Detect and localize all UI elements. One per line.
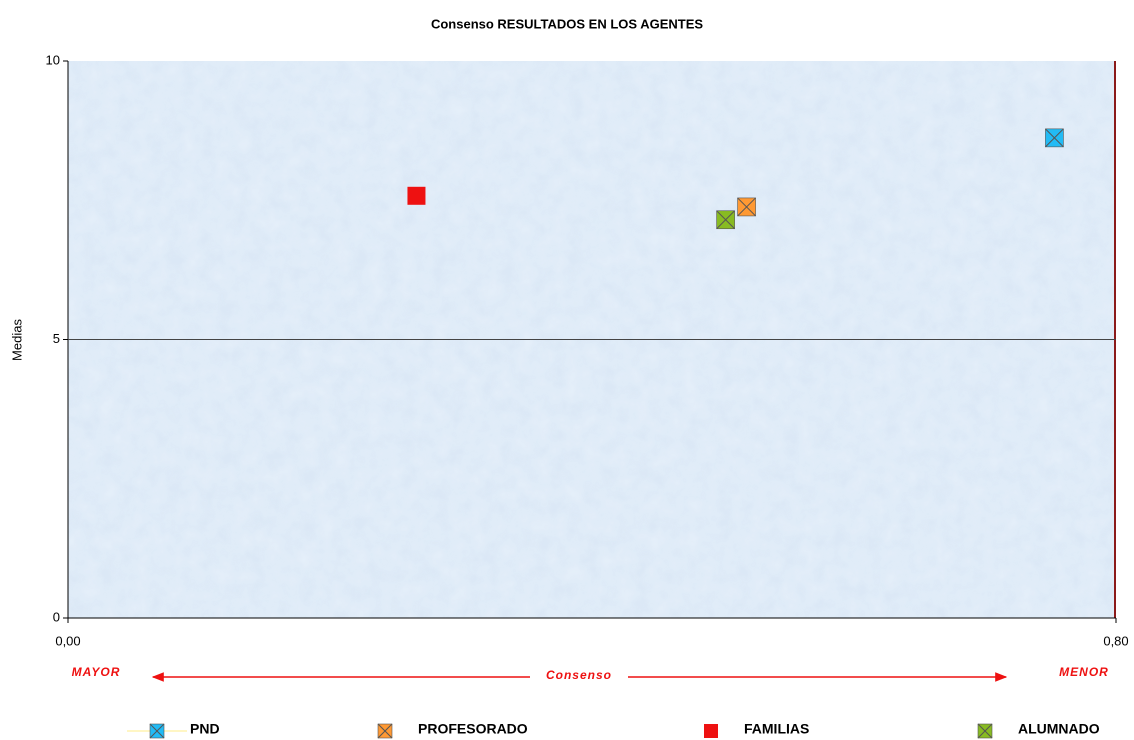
x-tick-label: 0,80 bbox=[1103, 633, 1128, 648]
y-tick-label: 5 bbox=[53, 331, 60, 346]
legend-label: PND bbox=[190, 721, 220, 737]
point-cross bbox=[737, 197, 756, 217]
y-tick-label: 10 bbox=[46, 52, 60, 67]
point-cross bbox=[716, 210, 735, 230]
legend-label: ALUMNADO bbox=[1018, 721, 1100, 737]
point-cross bbox=[1045, 128, 1064, 148]
legend-label: PROFESORADO bbox=[418, 721, 528, 737]
x-tick-label: 0,00 bbox=[55, 633, 80, 648]
y-tick-label: 0 bbox=[53, 609, 60, 624]
legend-label: FAMILIAS bbox=[744, 721, 809, 737]
annotation: MENOR bbox=[1059, 665, 1109, 679]
annotation: Consenso bbox=[546, 668, 612, 682]
annotation: MAYOR bbox=[72, 665, 121, 679]
legend-marker-cross bbox=[977, 723, 993, 739]
legend-marker-cross bbox=[377, 723, 393, 739]
point bbox=[407, 186, 426, 205]
y-axis-label: Medias bbox=[9, 319, 24, 361]
legend-marker bbox=[704, 724, 718, 738]
legend-marker-cross bbox=[149, 723, 165, 739]
chart-title: Consenso RESULTADOS EN LOS AGENTES bbox=[431, 16, 703, 31]
